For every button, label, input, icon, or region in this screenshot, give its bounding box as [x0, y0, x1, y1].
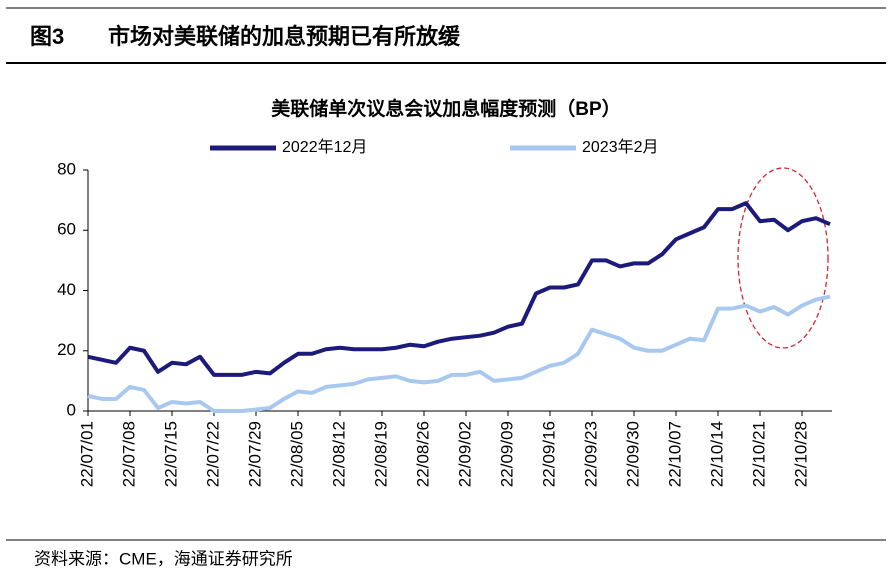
- x-tick-label: 22/10/28: [791, 421, 810, 487]
- x-tick-label: 22/07/08: [119, 421, 138, 487]
- x-tick-label: 22/08/26: [413, 421, 432, 487]
- series-line: [87, 201, 831, 377]
- y-tick-label: 80: [57, 159, 76, 178]
- plot: 0 20 40 60 80 22/07/01 22/07/08 22/07/15 22/07/2…: [57, 138, 832, 487]
- source-note: 资料来源：CME，海通证券研究所: [34, 549, 293, 568]
- x-tick-label: 22/09/16: [539, 421, 558, 487]
- x-tick-label: 22/07/22: [203, 421, 222, 487]
- legend-label: 2022年12月: [282, 138, 367, 156]
- x-tick-label: 22/07/01: [77, 421, 96, 487]
- x-tick-label: 22/10/21: [749, 421, 768, 487]
- series-line: [87, 294, 831, 413]
- x-tick-label: 22/09/09: [497, 421, 516, 487]
- y-tick-label: 20: [57, 340, 76, 359]
- x-tick-label: 22/07/29: [245, 421, 264, 487]
- legend-label: 2023年2月: [582, 138, 659, 156]
- x-tick-label: 22/07/15: [161, 421, 180, 487]
- figure-number: 图3: [30, 24, 64, 49]
- figure-title: 市场对美联储的加息预期已有所放缓: [108, 24, 461, 49]
- y-tick-label: 40: [57, 280, 76, 299]
- x-tick-label: 22/08/05: [287, 421, 306, 487]
- y-tick-label: 0: [67, 400, 76, 419]
- x-tick-label: 22/08/19: [371, 421, 390, 487]
- x-tick-label: 22/09/23: [581, 421, 600, 487]
- y-tick-label: 60: [57, 220, 76, 239]
- x-tick-label: 22/10/14: [707, 421, 726, 487]
- x-tick-label: 22/10/07: [665, 421, 684, 487]
- chart-title: 美联储单次议息会议加息幅度预测（BP）: [271, 97, 620, 120]
- highlight-ellipse: [737, 167, 829, 349]
- x-tick-label: 22/09/02: [455, 421, 474, 487]
- x-tick-label: 22/08/12: [329, 421, 348, 487]
- x-tick-label: 22/09/30: [623, 421, 642, 487]
